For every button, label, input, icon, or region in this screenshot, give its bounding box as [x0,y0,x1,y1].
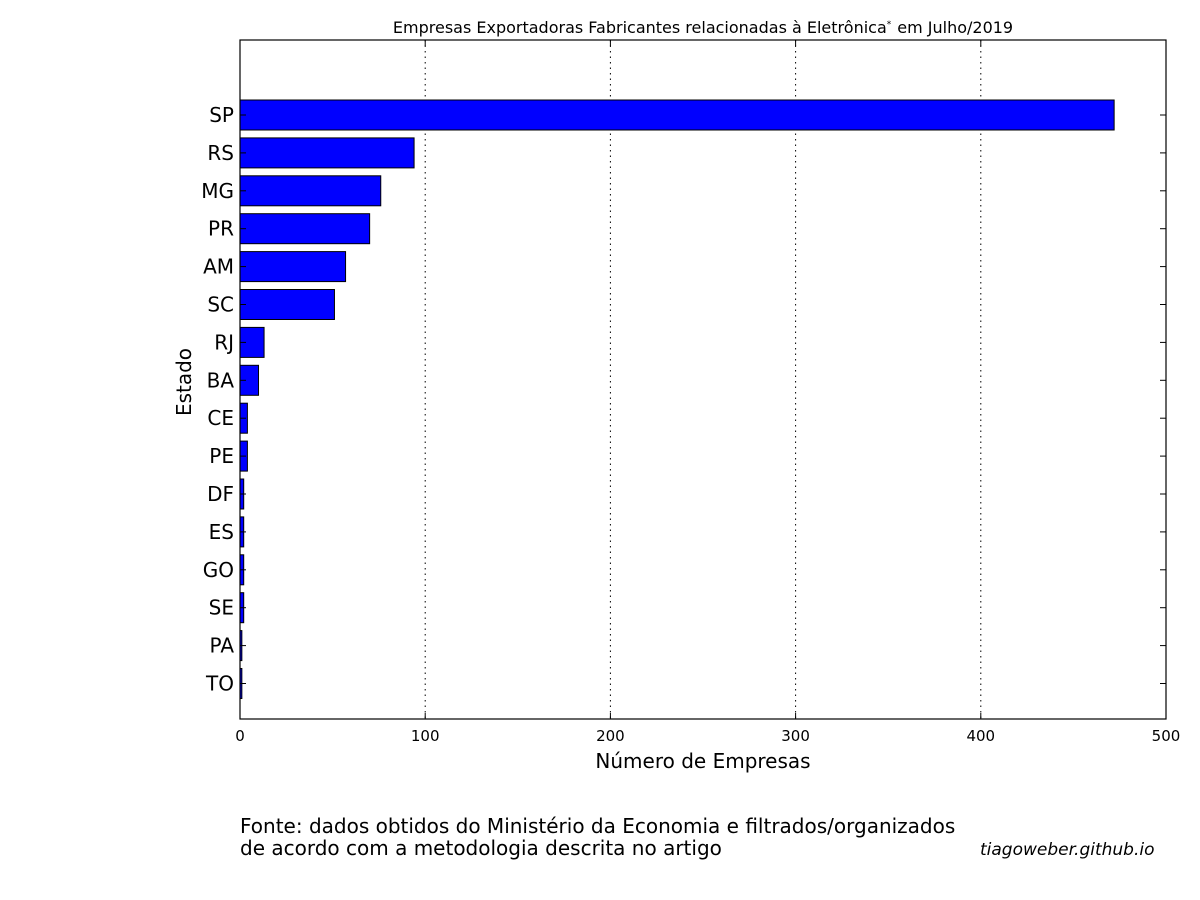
gridlines [424,40,982,719]
source-line-1: Fonte: dados obtidos do Ministério da Ec… [240,814,956,838]
plot-frame [239,39,1167,720]
y-tick-label-to: TO [205,672,234,696]
bar-sc [239,289,335,320]
x-tick-label: 500 [1152,727,1181,745]
chart-title: Empresas Exportadoras Fabricantes relaci… [393,18,1013,37]
x-axis-label: Número de Empresas [595,749,810,773]
bar-mg [239,175,382,207]
y-tick-label-df: DF [207,482,234,506]
y-tick-label-am: AM [203,255,234,279]
bars-group [239,99,1115,699]
bar-sp [239,99,1115,131]
bar-pr [239,213,371,245]
y-tick-label-go: GO [203,558,234,582]
y-axis-label: Estado [172,348,196,416]
x-tick-label: 400 [966,727,995,745]
y-tick-label-ce: CE [207,406,234,430]
y-tick-labels: SP RS MG PR AM SC RJ BA CE PE DF ES GO SE PA TO [201,103,234,696]
y-tick-label-es: ES [209,520,234,544]
y-tick-label-pa: PA [210,634,235,658]
y-tick-label-rs: RS [207,141,234,165]
x-tick-labels: 0 100 200 300 400 500 [235,727,1180,745]
y-tick-label-sc: SC [207,293,234,317]
bar-am [239,251,347,283]
source-note: Fonte: dados obtidos do Ministério da Ec… [240,815,955,859]
x-tick-label: 100 [411,727,440,745]
title-suffix: em Julho/2019 [897,18,1013,37]
source-line-2: de acordo com a metodologia descrita no … [240,836,722,860]
x-tick-label: 200 [596,727,625,745]
bar-rs [239,137,415,169]
y-tick-label-ba: BA [207,368,235,392]
y-tick-label-rj: RJ [214,330,234,354]
x-tick-label: 300 [781,727,810,745]
y-tick-label-pr: PR [208,217,234,241]
y-tick-label-pe: PE [209,444,234,468]
bar-chart: Empresas Exportadoras Fabricantes relaci… [172,18,1180,773]
credit-link[interactable]: tiagoweber.github.io [980,840,1155,860]
title-marker: * [887,20,892,30]
y-tick-label-mg: MG [201,179,234,203]
x-tick-label: 0 [235,727,245,745]
ticks-group [239,40,1167,719]
y-tick-label-sp: SP [209,103,234,127]
y-tick-label-se: SE [209,596,234,620]
